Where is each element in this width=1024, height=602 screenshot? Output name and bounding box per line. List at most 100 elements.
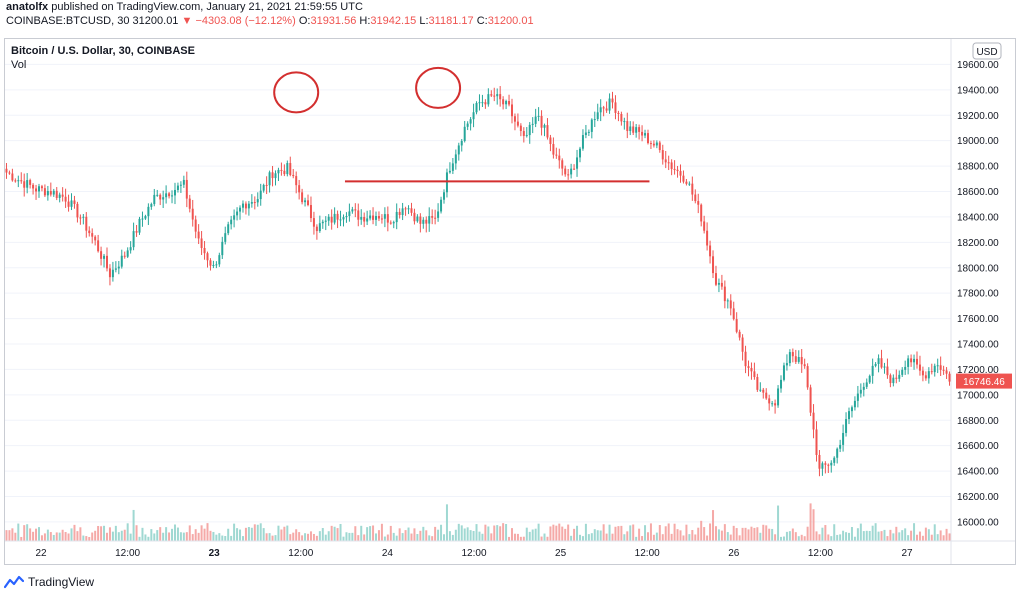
volume-bar (898, 532, 901, 541)
volume-bar (859, 523, 862, 541)
volume-bar (774, 534, 777, 541)
candle-body (40, 186, 43, 189)
volume-bar (649, 523, 652, 541)
volume-bar (52, 534, 55, 541)
volume-bar (153, 533, 156, 541)
volume-bar (221, 535, 224, 541)
candle-body (596, 112, 599, 120)
candle-body (215, 264, 218, 266)
volume-bar (573, 528, 576, 541)
candlestick-chart[interactable]: 16000.00 16200.00 16400.00 16600.00 16800.00… (5, 39, 1015, 564)
candle-body (552, 144, 555, 155)
candle-body (147, 206, 150, 217)
candle-body (153, 194, 156, 205)
volume-bar (617, 526, 620, 541)
volume-bar (94, 530, 97, 541)
volume-bar (250, 527, 253, 541)
candle-body (271, 172, 274, 179)
time-tick-label: 12:00 (288, 548, 313, 559)
volume-bar (788, 531, 791, 541)
volume-bar (756, 527, 759, 541)
candle-body (431, 216, 434, 218)
candle-body (156, 194, 159, 196)
volume-bar (29, 528, 32, 541)
candle-body (850, 407, 853, 412)
volume-bar (726, 532, 729, 541)
chart-panel[interactable]: 16000.00 16200.00 16400.00 16600.00 16800.00… (4, 38, 1016, 565)
volume-bar (108, 527, 111, 541)
candle-body (522, 131, 525, 136)
volume-bar (892, 533, 895, 541)
candle-body (502, 99, 505, 105)
volume-bar (848, 532, 851, 541)
open-value: 31931.56 (310, 15, 357, 27)
candle-body (463, 126, 466, 141)
candle-body (756, 377, 759, 390)
volume-bar (691, 530, 694, 541)
time-tick-label: 12:00 (635, 548, 660, 559)
volume-bar (14, 532, 17, 541)
candle-body (691, 183, 694, 195)
candle-body (126, 250, 129, 257)
candle-body (265, 184, 268, 186)
candle-body (534, 116, 537, 124)
volume-bar (428, 535, 431, 541)
volume-bar (534, 528, 537, 541)
last-price-label: 16746.46 (963, 377, 1005, 388)
volume-bar (88, 536, 91, 541)
volume-bar (171, 528, 174, 541)
footer-brand[interactable]: TradingView (4, 572, 94, 592)
candle-body (481, 102, 484, 104)
volume-bar (850, 527, 853, 541)
volume-bar (561, 526, 564, 541)
volume-bar (342, 536, 345, 541)
volume-bar (924, 527, 927, 541)
volume-bar (126, 523, 129, 541)
candle-body (58, 194, 61, 198)
candle-body (307, 200, 310, 206)
top-marker-circle (415, 66, 462, 109)
author-name[interactable]: anatolfx (6, 1, 49, 13)
candle-body (315, 226, 318, 232)
price-tick-label: 17400.00 (957, 340, 999, 351)
candle-body (64, 196, 67, 202)
candle-body (61, 194, 64, 197)
candle-body (135, 231, 138, 233)
volume-bar (765, 525, 768, 541)
candle-body (570, 168, 573, 175)
volume-bar (304, 533, 307, 541)
volume-bar (658, 525, 661, 541)
volume-bar (558, 523, 561, 541)
candle-body (321, 221, 324, 224)
volume-bar (185, 532, 188, 541)
volume-bar (629, 525, 632, 541)
volume-bar (682, 535, 685, 541)
open-label: O: (298, 15, 311, 27)
volume-bar (67, 533, 70, 541)
candle-body (209, 260, 212, 266)
volume-bar (49, 532, 52, 541)
volume-bar (443, 534, 446, 541)
volume-bar (945, 528, 948, 541)
candle-body (11, 173, 14, 181)
top-marker-circle (273, 71, 320, 114)
volume-bar (505, 524, 508, 541)
volume-bar (159, 527, 162, 541)
candle-body (700, 204, 703, 222)
volume-bar (868, 530, 871, 541)
candle-body (581, 135, 584, 149)
volume-bar (277, 525, 280, 541)
currency-badge[interactable]: USD (972, 42, 1002, 60)
candle-body (295, 176, 298, 186)
time-axis[interactable]: 22 12:00 23 12:00 24 12:00 25 12:00 26 12:00 27 (35, 548, 913, 559)
volume-bar (732, 525, 735, 541)
volume-bar (46, 529, 49, 541)
currency-label: USD (976, 47, 997, 58)
volume-bar (605, 533, 608, 541)
candle-body (679, 171, 682, 176)
volume-bar (43, 533, 46, 541)
candle-body (422, 219, 425, 224)
candle-body (342, 217, 345, 220)
volume-bar (354, 526, 357, 541)
price-axis[interactable]: 16000.00 16200.00 16400.00 16600.00 16800.00… (957, 60, 999, 529)
